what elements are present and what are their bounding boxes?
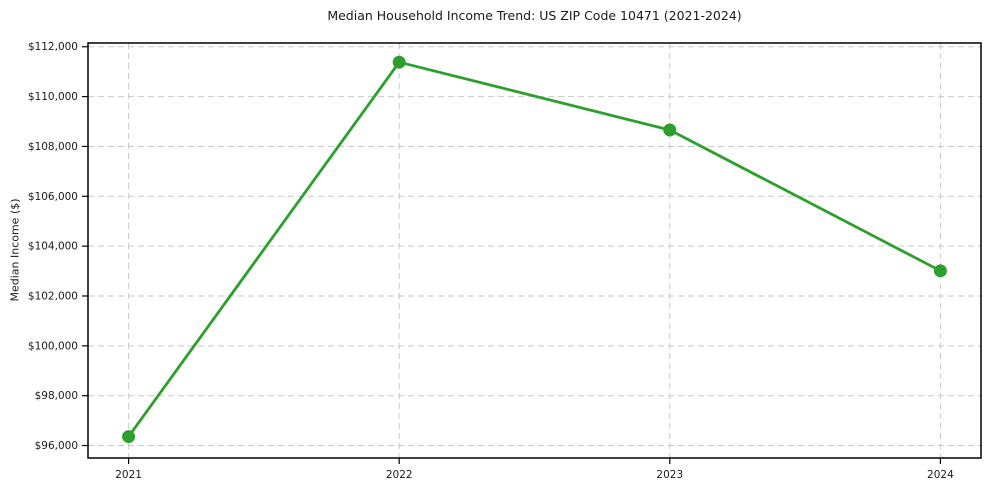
- y-tick-label: $106,000: [28, 191, 78, 203]
- y-tick-label: $108,000: [28, 141, 78, 153]
- x-tick-label: 2021: [115, 469, 142, 481]
- data-point-2024: [933, 264, 947, 278]
- data-point-2021: [122, 430, 136, 444]
- y-tick-label: $98,000: [35, 390, 78, 402]
- x-tick-label: 2023: [656, 469, 683, 481]
- y-tick-label: $104,000: [28, 241, 78, 253]
- y-tick-label: $96,000: [35, 440, 78, 452]
- plot-border: [87, 42, 982, 459]
- y-tick-label: $110,000: [28, 91, 78, 103]
- x-tick-label: 2022: [386, 469, 413, 481]
- y-tick-label: $102,000: [28, 290, 78, 302]
- data-point-2023: [663, 123, 677, 137]
- y-tick-label: $112,000: [28, 41, 78, 53]
- x-tick-label: 2024: [927, 469, 954, 481]
- y-tick-label: $100,000: [28, 340, 78, 352]
- data-point-2022: [392, 55, 406, 69]
- chart-title: Median Household Income Trend: US ZIP Co…: [327, 8, 742, 23]
- trend-line: [127, 60, 942, 438]
